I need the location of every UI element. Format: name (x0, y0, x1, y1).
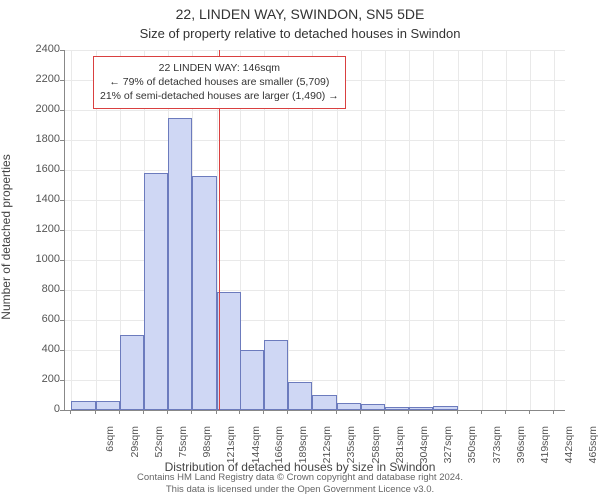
x-tick-mark (360, 410, 361, 414)
y-tick-label: 200 (4, 373, 60, 385)
gridline-v (506, 50, 507, 410)
footer-line-1: Contains HM Land Registry data © Crown c… (137, 472, 463, 483)
annotation-line-2: ← 79% of detached houses are smaller (5,… (109, 76, 329, 88)
histogram-bar (337, 403, 361, 411)
y-tick-label: 2200 (4, 73, 60, 85)
chart-container: 22, LINDEN WAY, SWINDON, SN5 5DE Size of… (0, 0, 600, 500)
x-tick-mark (481, 410, 482, 414)
histogram-bar (433, 406, 457, 410)
histogram-bar (192, 176, 216, 410)
x-tick-mark (95, 410, 96, 414)
histogram-bar (144, 173, 168, 410)
annotation-box: 22 LINDEN WAY: 146sqm ← 79% of detached h… (93, 56, 346, 109)
x-tick-mark (191, 410, 192, 414)
y-tick-label: 2400 (4, 43, 60, 55)
gridline-v (361, 50, 362, 410)
y-tick-label: 1200 (4, 223, 60, 235)
y-tick-mark (60, 170, 64, 171)
histogram-bar (168, 118, 192, 411)
y-tick-mark (60, 200, 64, 201)
histogram-bar (385, 407, 409, 410)
gridline-v (482, 50, 483, 410)
y-tick-mark (60, 50, 64, 51)
histogram-bar (96, 401, 120, 410)
x-tick-mark (457, 410, 458, 414)
annotation-line-1: 22 LINDEN WAY: 146sqm (159, 62, 280, 74)
y-tick-label: 400 (4, 343, 60, 355)
y-tick-label: 1000 (4, 253, 60, 265)
gridline-v (554, 50, 555, 410)
histogram-bar (312, 395, 336, 410)
histogram-bar (240, 350, 264, 410)
gridline-h (65, 290, 565, 291)
y-tick-mark (60, 80, 64, 81)
gridline-h (65, 140, 565, 141)
y-tick-label: 1400 (4, 193, 60, 205)
y-tick-label: 0 (4, 403, 60, 415)
gridline-v (433, 50, 434, 410)
x-tick-mark (505, 410, 506, 414)
x-tick-mark (263, 410, 264, 414)
gridline-h (65, 170, 565, 171)
x-tick-mark (336, 410, 337, 414)
x-tick-mark (143, 410, 144, 414)
footer-line-2: This data is licensed under the Open Gov… (166, 484, 434, 495)
gridline-h (65, 230, 565, 231)
x-tick-mark (311, 410, 312, 414)
histogram-bar (361, 404, 385, 410)
y-tick-mark (60, 410, 64, 411)
x-tick-mark (70, 410, 71, 414)
y-tick-label: 1800 (4, 133, 60, 145)
annotation-line-3: 21% of semi-detached houses are larger (… (100, 90, 339, 102)
histogram-bar (264, 340, 288, 411)
histogram-bar (120, 335, 144, 410)
gridline-v (385, 50, 386, 410)
chart-title: 22, LINDEN WAY, SWINDON, SN5 5DE (0, 6, 600, 22)
gridline-h (65, 200, 565, 201)
histogram-bar (288, 382, 312, 411)
histogram-bar (409, 407, 433, 410)
gridline-v (71, 50, 72, 410)
plot-area: 22 LINDEN WAY: 146sqm ← 79% of detached h… (64, 50, 565, 411)
x-tick-mark (553, 410, 554, 414)
x-tick-mark (384, 410, 385, 414)
y-tick-mark (60, 320, 64, 321)
gridline-h (65, 320, 565, 321)
y-tick-mark (60, 230, 64, 231)
x-tick-mark (432, 410, 433, 414)
x-tick-mark (216, 410, 217, 414)
y-tick-mark (60, 260, 64, 261)
chart-footer: Contains HM Land Registry data © Crown c… (0, 472, 600, 496)
gridline-h (65, 50, 565, 51)
gridline-v (530, 50, 531, 410)
x-tick-mark (287, 410, 288, 414)
x-tick-mark (119, 410, 120, 414)
histogram-bar (217, 292, 241, 411)
y-tick-mark (60, 350, 64, 351)
x-tick-mark (239, 410, 240, 414)
y-tick-label: 1600 (4, 163, 60, 175)
y-tick-label: 600 (4, 313, 60, 325)
x-tick-mark (167, 410, 168, 414)
y-tick-mark (60, 110, 64, 111)
gridline-h (65, 110, 565, 111)
y-tick-label: 800 (4, 283, 60, 295)
y-tick-mark (60, 380, 64, 381)
x-tick-mark (408, 410, 409, 414)
gridline-v (458, 50, 459, 410)
x-tick-mark (529, 410, 530, 414)
histogram-bar (71, 401, 95, 410)
y-tick-mark (60, 290, 64, 291)
chart-subtitle: Size of property relative to detached ho… (0, 26, 600, 41)
gridline-v (409, 50, 410, 410)
y-tick-label: 2000 (4, 103, 60, 115)
gridline-h (65, 260, 565, 261)
y-tick-mark (60, 140, 64, 141)
